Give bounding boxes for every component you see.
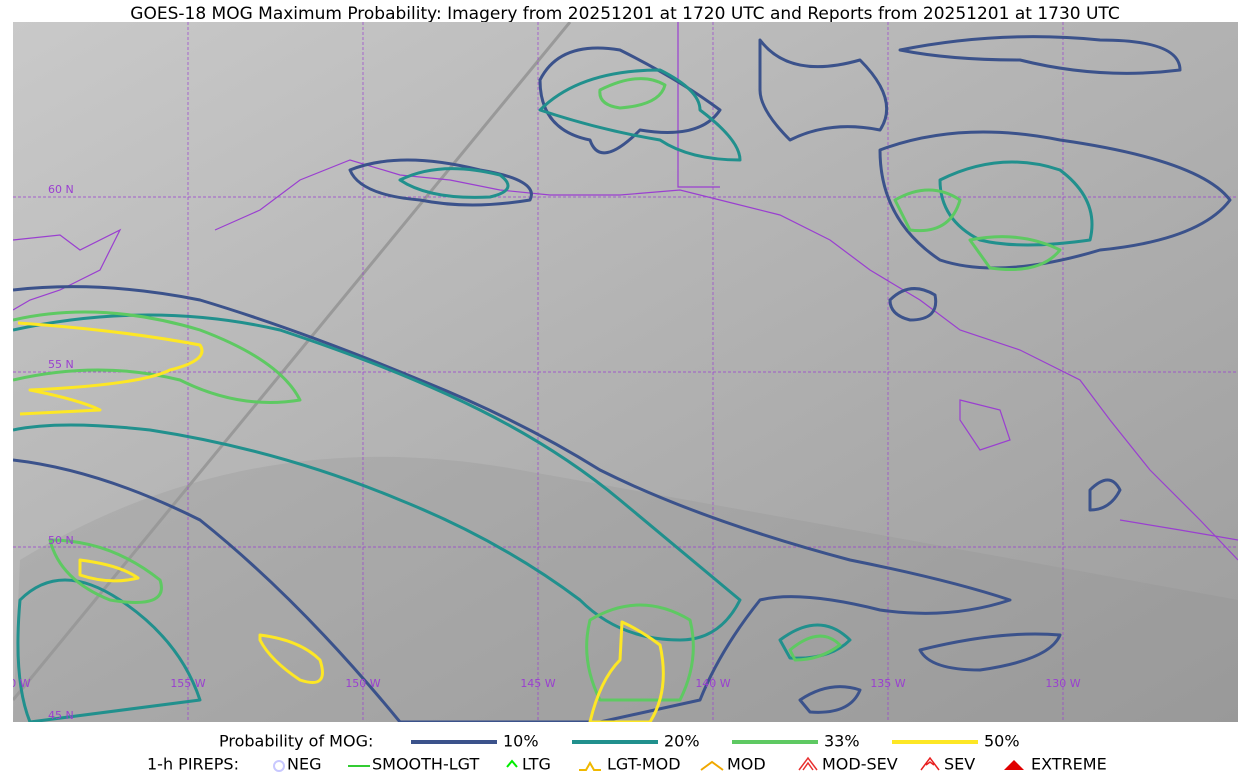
- longitude-labels: 160 W 155 W 150 W 145 W 140 W 135 W 130 …: [0, 677, 1081, 690]
- contour-line: [538, 46, 722, 155]
- swath-edge: [13, 22, 572, 701]
- longitude-label: 145 W: [520, 677, 555, 690]
- pirep-symbol: [920, 756, 940, 771]
- legend-label: NEG: [287, 755, 321, 774]
- contour-line: [13, 313, 742, 642]
- legend-label: 33%: [824, 732, 860, 751]
- latitude-labels: 60 N 55 N 50 N 45 N: [48, 183, 74, 722]
- longitude-label: 150 W: [345, 677, 380, 690]
- contour-line: [968, 235, 1062, 272]
- legend-label: 10%: [503, 732, 539, 751]
- longitude-label: 130 W: [1045, 677, 1080, 690]
- legend-label: SEV: [944, 755, 975, 774]
- graticule: [13, 22, 1238, 722]
- title: GOES-18 MOG Maximum Probability: Imagery…: [130, 4, 1119, 24]
- contour-line: [17, 321, 204, 416]
- contour-line: [258, 633, 324, 684]
- contour-line: [13, 285, 1012, 722]
- longitude-label: 135 W: [870, 677, 905, 690]
- contour-line: [893, 188, 962, 233]
- contour-line: [758, 38, 889, 142]
- longitude-label: 155 W: [170, 677, 205, 690]
- longitude-label: 160 W: [0, 677, 31, 690]
- contour-line: [878, 130, 1232, 270]
- contour-line: [398, 167, 510, 199]
- contour-line: [16, 578, 202, 722]
- cloud-band: [13, 456, 1238, 722]
- pirep-symbol: [579, 760, 601, 771]
- contour-line: [938, 160, 1094, 247]
- longitude-label: 140 W: [695, 677, 730, 690]
- legend: Probability of MOG: 1-h PIREPS: 10% 20% 33…: [147, 732, 1107, 774]
- pirep-symbol: [273, 760, 285, 772]
- coastline: [13, 22, 1238, 561]
- contour-line: [348, 158, 533, 207]
- contour-line: [13, 310, 302, 404]
- legend-label: 50%: [984, 732, 1020, 751]
- legend-title: 1-h PIREPS:: [147, 755, 239, 774]
- legend-label: LTG: [522, 755, 551, 774]
- pirep-symbol: [1004, 760, 1024, 770]
- pirep-symbol: [700, 760, 724, 771]
- legend-label: LGT-MOD: [607, 755, 681, 774]
- latitude-label: 50 N: [48, 534, 74, 547]
- legend-label: 20%: [664, 732, 700, 751]
- contour-line: [78, 558, 140, 583]
- pirep-symbol: [798, 756, 818, 771]
- contour-line: [588, 620, 665, 722]
- contour-line: [798, 685, 862, 714]
- contour-line: [898, 35, 1182, 75]
- legend-label: MOD-SEV: [822, 755, 898, 774]
- contour-line: [538, 68, 742, 162]
- contour-line: [1088, 478, 1122, 512]
- contour-line: [788, 634, 842, 662]
- contour-line: [585, 603, 695, 702]
- pirep-symbol: [506, 759, 518, 768]
- map: 60 N 55 N 50 N 45 N 160 W 155 W 150 W 14…: [0, 22, 1238, 722]
- legend-label: EXTREME: [1031, 755, 1107, 774]
- legend-label: SMOOTH-LGT: [372, 755, 479, 774]
- latitude-label: 55 N: [48, 358, 74, 371]
- latitude-label: 60 N: [48, 183, 74, 196]
- legend-label: MOD: [727, 755, 766, 774]
- contours: [13, 35, 1232, 722]
- contour-line: [48, 538, 163, 604]
- latitude-label: 45 N: [48, 709, 74, 722]
- contour-line: [918, 632, 1062, 672]
- legend-title: Probability of MOG:: [219, 732, 373, 751]
- contour-line: [598, 77, 667, 110]
- contour-line: [888, 287, 938, 322]
